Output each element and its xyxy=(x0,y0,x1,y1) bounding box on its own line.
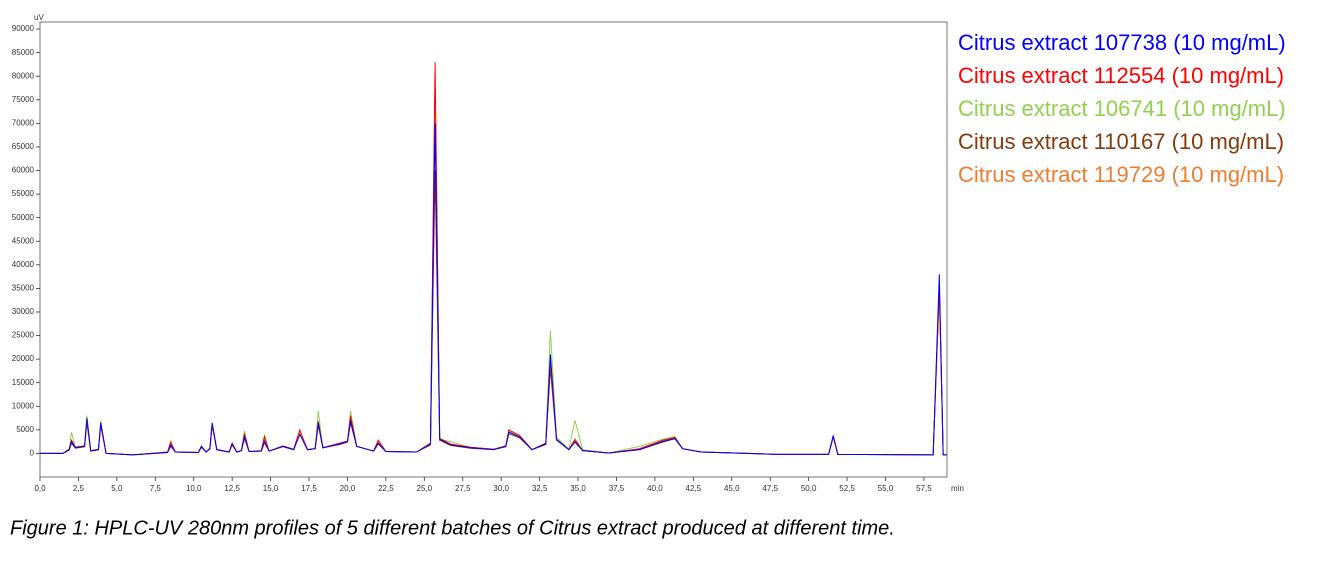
x-tick-label: 15,0 xyxy=(263,484,279,493)
y-tick-label: 70000 xyxy=(12,118,35,127)
y-tick-label: 35000 xyxy=(12,284,35,293)
x-tick-label: 27,5 xyxy=(455,484,471,493)
y-tick-label: 30000 xyxy=(12,307,35,316)
y-tick-label: 0 xyxy=(30,449,35,458)
series-line xyxy=(40,90,947,456)
y-tick-label: 80000 xyxy=(12,71,35,80)
x-tick-label: 0,0 xyxy=(34,484,46,493)
series-line xyxy=(40,170,947,456)
series-line xyxy=(40,85,947,456)
x-tick-label: 7,5 xyxy=(150,484,162,493)
legend-entry: Citrus extract 107738 (10 mg/mL) xyxy=(958,30,1286,55)
x-tick-label: 12,5 xyxy=(224,484,240,493)
x-tick-label: 32,5 xyxy=(532,484,548,493)
y-tick-label: 90000 xyxy=(12,24,35,33)
series-line xyxy=(40,62,947,456)
y-tick-label: 40000 xyxy=(12,260,35,269)
x-tick-label: 45,0 xyxy=(724,484,740,493)
y-tick-label: 15000 xyxy=(12,378,35,387)
y-tick-label: 10000 xyxy=(12,401,35,410)
legend-entry: Citrus extract 106741 (10 mg/mL) xyxy=(958,96,1286,121)
x-tick-label: 42,5 xyxy=(686,484,702,493)
x-tick-label: 17,5 xyxy=(301,484,317,493)
x-tick-label: 20,0 xyxy=(340,484,356,493)
plot-frame xyxy=(39,21,948,478)
x-tick-label: 22,5 xyxy=(378,484,394,493)
x-tick-label: 37,5 xyxy=(609,484,625,493)
x-tick-label: 55,0 xyxy=(878,484,894,493)
legend-entry: Citrus extract 110167 (10 mg/mL) xyxy=(958,129,1284,154)
x-axis-label: min xyxy=(951,484,964,493)
y-axis-label: uV xyxy=(34,13,44,22)
caption: Figure 1: HPLC-UV 280nm profiles of 5 di… xyxy=(10,517,895,539)
x-tick-label: 30,0 xyxy=(493,484,509,493)
y-tick-label: 25000 xyxy=(12,331,35,340)
x-tick-label: 10,0 xyxy=(186,484,202,493)
y-tick-label: 85000 xyxy=(12,48,35,57)
legend-entry: Citrus extract 112554 (10 mg/mL) xyxy=(958,63,1284,88)
y-tick-label: 50000 xyxy=(12,213,35,222)
x-tick-label: 40,0 xyxy=(647,484,663,493)
x-tick-label: 35,0 xyxy=(570,484,586,493)
y-tick-label: 60000 xyxy=(12,166,35,175)
y-tick-label: 20000 xyxy=(12,354,35,363)
x-tick-label: 50,0 xyxy=(801,484,817,493)
y-tick-label: 55000 xyxy=(12,189,35,198)
y-tick-label: 45000 xyxy=(12,236,35,245)
y-tick-label: 75000 xyxy=(12,95,35,104)
x-tick-label: 52,5 xyxy=(839,484,855,493)
series-line xyxy=(40,123,947,456)
x-tick-label: 5,0 xyxy=(111,484,123,493)
legend-entry: Citrus extract 119729 (10 mg/mL) xyxy=(958,162,1284,187)
y-tick-label: 65000 xyxy=(12,142,35,151)
x-tick-label: 47,5 xyxy=(762,484,778,493)
x-tick-label: 57,5 xyxy=(916,484,932,493)
x-tick-label: 2,5 xyxy=(73,484,85,493)
y-tick-label: 5000 xyxy=(16,425,34,434)
x-tick-label: 25,0 xyxy=(417,484,433,493)
